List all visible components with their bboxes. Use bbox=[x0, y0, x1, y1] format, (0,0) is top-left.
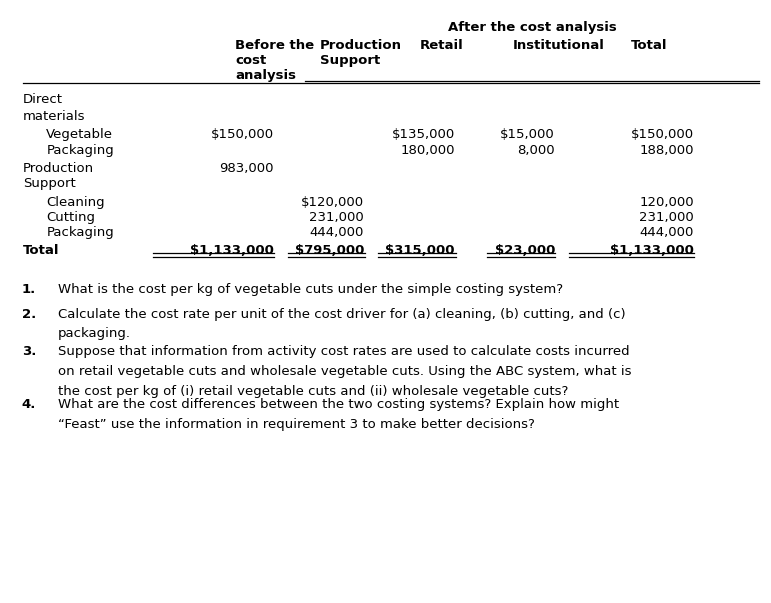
Text: Packaging: Packaging bbox=[46, 144, 114, 157]
Text: 4.: 4. bbox=[22, 398, 36, 411]
Text: $135,000: $135,000 bbox=[392, 128, 455, 142]
Text: the cost per kg of (i) retail vegetable cuts and (ii) wholesale vegetable cuts?: the cost per kg of (i) retail vegetable … bbox=[58, 385, 568, 398]
Text: Cleaning: Cleaning bbox=[46, 196, 105, 209]
Text: Direct: Direct bbox=[23, 93, 63, 107]
Text: 188,000: 188,000 bbox=[639, 144, 694, 157]
Text: 8,000: 8,000 bbox=[517, 144, 555, 157]
Text: Support: Support bbox=[23, 177, 76, 191]
Text: Suppose that information from activity cost rates are used to calculate costs in: Suppose that information from activity c… bbox=[58, 345, 629, 358]
Text: $120,000: $120,000 bbox=[301, 196, 364, 209]
Text: 444,000: 444,000 bbox=[309, 226, 364, 239]
Text: 231,000: 231,000 bbox=[309, 211, 364, 224]
Text: Production
Support: Production Support bbox=[320, 39, 402, 67]
Text: Cutting: Cutting bbox=[46, 211, 96, 224]
Text: 3.: 3. bbox=[22, 345, 36, 358]
Text: Total: Total bbox=[23, 244, 59, 257]
Text: After the cost analysis: After the cost analysis bbox=[448, 21, 616, 34]
Text: Calculate the cost rate per unit of the cost driver for (a) cleaning, (b) cuttin: Calculate the cost rate per unit of the … bbox=[58, 308, 625, 321]
Text: $15,000: $15,000 bbox=[500, 128, 555, 142]
Text: $150,000: $150,000 bbox=[631, 128, 694, 142]
Text: Before the
cost
analysis: Before the cost analysis bbox=[235, 39, 315, 82]
Text: Retail: Retail bbox=[420, 39, 464, 52]
Text: What is the cost per kg of vegetable cuts under the simple costing system?: What is the cost per kg of vegetable cut… bbox=[58, 283, 563, 297]
Text: $1,133,000: $1,133,000 bbox=[610, 244, 694, 257]
Text: Packaging: Packaging bbox=[46, 226, 114, 239]
Text: What are the cost differences between the two costing systems? Explain how might: What are the cost differences between th… bbox=[58, 398, 619, 411]
Text: materials: materials bbox=[23, 110, 86, 123]
Text: $795,000: $795,000 bbox=[295, 244, 364, 257]
Text: Institutional: Institutional bbox=[513, 39, 604, 52]
Text: 180,000: 180,000 bbox=[400, 144, 455, 157]
Text: “Feast” use the information in requirement 3 to make better decisions?: “Feast” use the information in requireme… bbox=[58, 418, 535, 431]
Text: 120,000: 120,000 bbox=[639, 196, 694, 209]
Text: $1,133,000: $1,133,000 bbox=[190, 244, 274, 257]
Text: 444,000: 444,000 bbox=[639, 226, 694, 239]
Text: 1.: 1. bbox=[22, 283, 35, 297]
Text: $150,000: $150,000 bbox=[210, 128, 274, 142]
Text: Vegetable: Vegetable bbox=[46, 128, 113, 142]
Text: Total: Total bbox=[631, 39, 667, 52]
Text: packaging.: packaging. bbox=[58, 327, 131, 341]
Text: on retail vegetable cuts and wholesale vegetable cuts. Using the ABC system, wha: on retail vegetable cuts and wholesale v… bbox=[58, 365, 631, 378]
Text: 2.: 2. bbox=[22, 308, 35, 321]
Text: Production: Production bbox=[23, 162, 94, 175]
Text: $315,000: $315,000 bbox=[386, 244, 455, 257]
Text: 983,000: 983,000 bbox=[219, 162, 274, 175]
Text: $23,000: $23,000 bbox=[495, 244, 555, 257]
Text: 231,000: 231,000 bbox=[639, 211, 694, 224]
